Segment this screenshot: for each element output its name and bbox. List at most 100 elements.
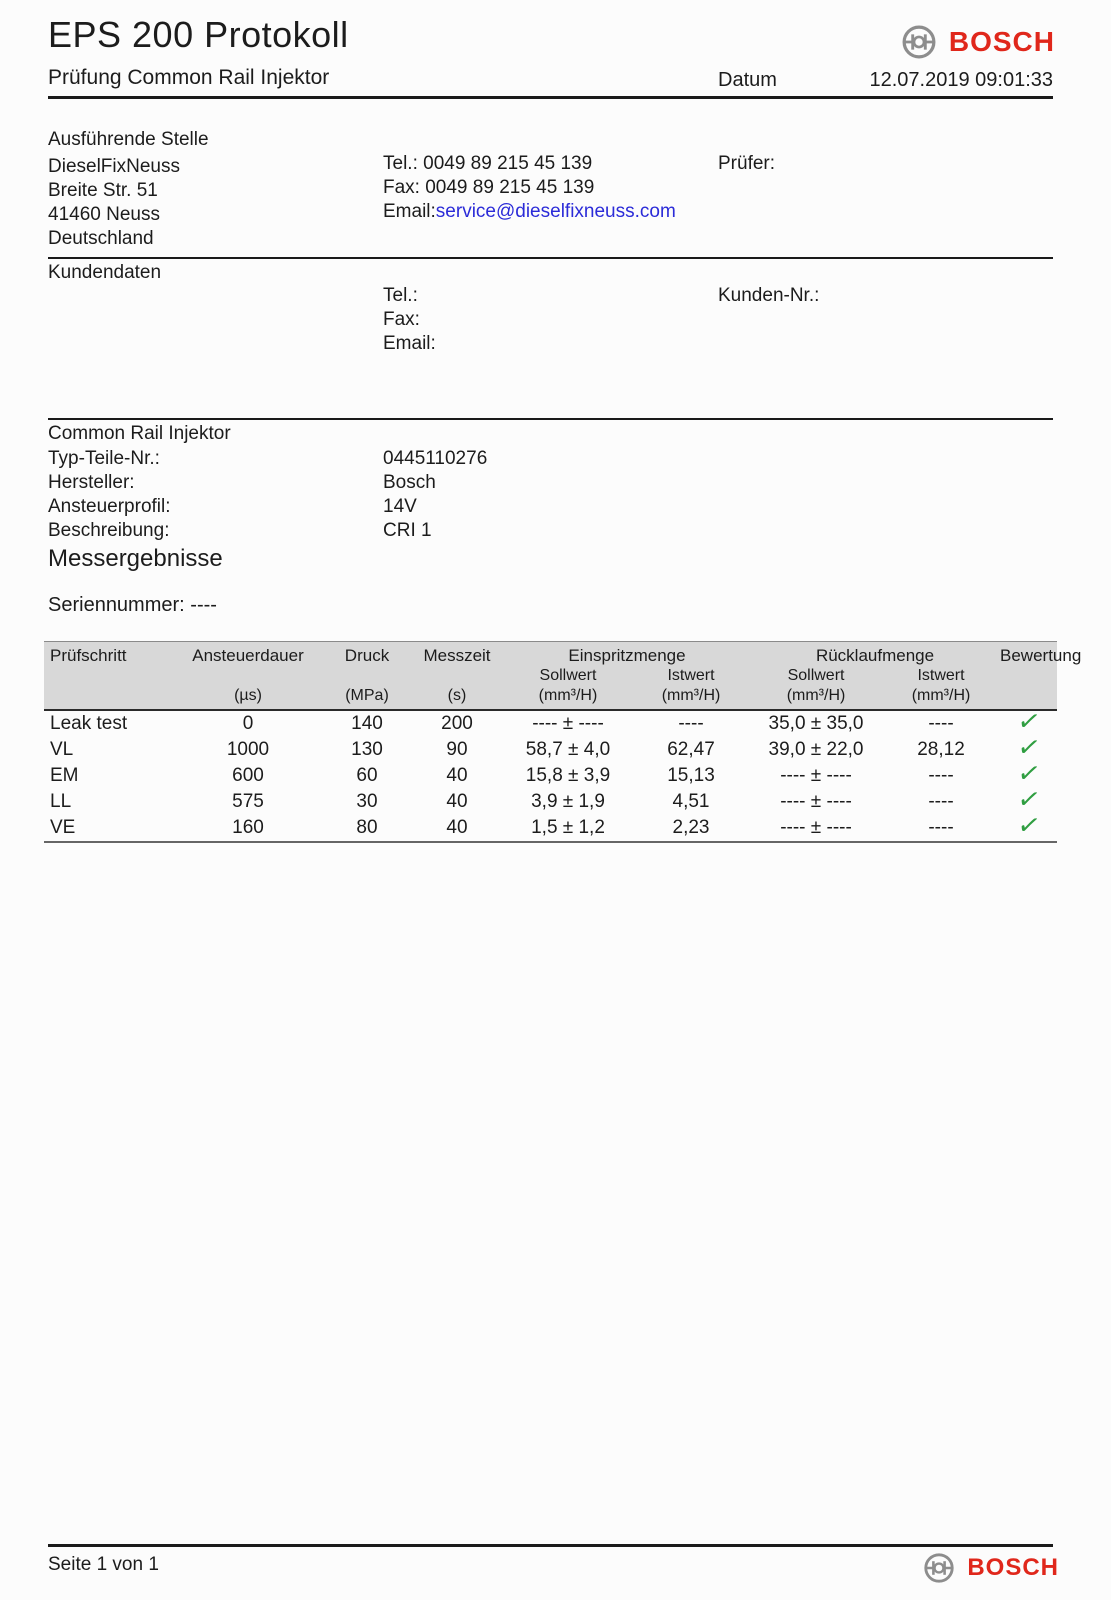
cell-einspritz-sollwert: 3,9 ± 1,9 [531, 791, 605, 812]
cell-einspritz-istwert: 2,23 [672, 817, 710, 838]
cell-dauer: 575 [232, 791, 264, 812]
cell-druck: 130 [351, 739, 383, 760]
bosch-wordmark: BOSCH [948, 26, 1055, 57]
site-email-row: Email:service@dieselfixneuss.com [383, 200, 676, 224]
cell-step: LL [50, 791, 72, 812]
cell-ruecklauf-istwert: ---- [928, 713, 954, 734]
cell-ruecklauf-sollwert: ---- ± ---- [780, 791, 852, 812]
site-tel-row: Tel.: 0049 89 215 45 139 [383, 152, 592, 176]
results-heading: Messergebnisse [48, 545, 223, 572]
cell-zeit: 90 [446, 739, 468, 760]
unit-einspritz-sollwert: (mm³/H) [504, 686, 632, 711]
datum-label: Datum [718, 69, 777, 91]
unit-druck: (MPa) [324, 686, 410, 711]
subcol-einspritz-istwert: Istwert [632, 666, 751, 686]
injector-value: Bosch [383, 472, 436, 493]
table-row: VE 160 80 40 1,5 ± 1,2 2,23 ---- ± ---- … [44, 810, 1057, 842]
bosch-wordmark: BOSCH [967, 1554, 1059, 1581]
customer-tel-label: Tel.: [383, 285, 418, 306]
col-header-pruefschritt: Prüfschritt [44, 641, 172, 666]
site-fax-label: Fax: [383, 177, 420, 198]
cell-ruecklauf-sollwert: ---- ± ---- [780, 817, 852, 838]
customer-heading: Kundendaten [48, 262, 162, 283]
injector-label: Ansteuerprofil: [48, 496, 171, 517]
pass-check-icon: ✓ [1014, 706, 1043, 738]
header-divider [48, 96, 1053, 99]
serial-value: ---- [190, 594, 217, 616]
injector-value: 0445110276 [383, 448, 488, 469]
cell-zeit: 40 [446, 791, 468, 812]
cell-ruecklauf-istwert: ---- [928, 817, 954, 838]
cell-druck: 140 [351, 713, 383, 734]
pass-check-icon: ✓ [1014, 732, 1043, 764]
footer-divider [48, 1544, 1053, 1547]
pass-check-icon: ✓ [1014, 784, 1043, 816]
pass-check-icon: ✓ [1014, 810, 1043, 842]
customer-fax-label: Fax: [383, 309, 420, 330]
site-tel-value: 0049 89 215 45 139 [423, 153, 593, 174]
cell-step: EM [50, 765, 79, 786]
cell-dauer: 600 [232, 765, 264, 786]
unit-ruecklauf-istwert: (mm³/H) [882, 686, 1001, 711]
cell-step: VL [50, 739, 74, 760]
subcol-einspritz-sollwert: Sollwert [504, 666, 632, 686]
site-street: Breite Str. 51 [48, 180, 158, 201]
injector-value: CRI 1 [383, 520, 432, 541]
cell-dauer: 0 [242, 713, 254, 734]
executing-site-heading: Ausführende Stelle [48, 129, 209, 150]
bosch-armature-icon [902, 25, 936, 59]
cell-dauer: 160 [232, 817, 264, 838]
unit-einspritz-istwert: (mm³/H) [632, 686, 751, 711]
cell-step: Leak test [50, 713, 128, 734]
serial-label: Seriennummer: [48, 594, 185, 616]
cell-ruecklauf-sollwert: 35,0 ± 35,0 [768, 713, 864, 734]
site-email-label: Email: [383, 201, 436, 222]
cell-einspritz-istwert: 4,51 [672, 791, 710, 812]
cell-zeit: 200 [441, 713, 473, 734]
results-table: Prüfschritt Ansteuerdauer Druck Messzeit… [44, 641, 1081, 843]
cell-ruecklauf-istwert: ---- [928, 791, 954, 812]
injector-value: 14V [383, 496, 417, 517]
cell-einspritz-istwert: 62,47 [667, 739, 715, 760]
unit-ansteuerdauer: (µs) [172, 686, 324, 711]
injector-label: Hersteller: [48, 472, 135, 493]
subcol-ruecklauf-istwert: Istwert [882, 666, 1001, 686]
customer-email-label: Email: [383, 333, 436, 354]
cell-ruecklauf-sollwert: ---- ± ---- [780, 765, 852, 786]
unit-messzeit: (s) [410, 686, 504, 711]
page-title: EPS 200 Protokoll [48, 14, 349, 55]
col-header-ansteuerdauer: Ansteuerdauer [172, 641, 324, 666]
site-tel-label: Tel.: [383, 153, 418, 174]
cell-zeit: 40 [446, 817, 468, 838]
section-divider-1 [48, 257, 1053, 259]
site-city: 41460 Neuss [48, 204, 160, 225]
cell-ruecklauf-istwert: 28,12 [917, 739, 965, 760]
col-header-messzeit: Messzeit [410, 641, 504, 666]
injector-label: Beschreibung: [48, 520, 170, 541]
cell-einspritz-sollwert: ---- ± ---- [532, 713, 604, 734]
unit-ruecklauf-sollwert: (mm³/H) [750, 686, 883, 711]
site-email-link[interactable]: service@dieselfixneuss.com [435, 201, 676, 222]
table-row: LL 575 30 40 3,9 ± 1,9 4,51 ---- ± ---- … [44, 784, 1057, 816]
col-header-bewertung: Bewertung [1000, 641, 1081, 666]
cell-einspritz-sollwert: 58,7 ± 4,0 [525, 739, 611, 760]
injector-label: Typ-Teile-Nr.: [48, 448, 160, 469]
pass-check-icon: ✓ [1014, 758, 1043, 790]
cell-einspritz-sollwert: 1,5 ± 1,2 [531, 817, 605, 838]
subcol-ruecklauf-sollwert: Sollwert [750, 666, 883, 686]
section-divider-2 [48, 418, 1053, 420]
datum-value: 12.07.2019 09:01:33 [869, 69, 1053, 91]
cell-druck: 60 [356, 765, 378, 786]
cell-ruecklauf-sollwert: 39,0 ± 22,0 [768, 739, 864, 760]
cell-step: VE [50, 817, 76, 838]
document-subtitle: Prüfung Common Rail Injektor [48, 66, 330, 89]
site-fax-value: 0049 89 215 45 139 [425, 177, 595, 198]
cell-einspritz-sollwert: 15,8 ± 3,9 [525, 765, 611, 786]
cell-dauer: 1000 [226, 739, 270, 760]
kunden-nr-label: Kunden-Nr.: [718, 285, 820, 306]
cell-druck: 80 [356, 817, 378, 838]
bosch-logo: BOSCH [901, 24, 1055, 60]
pruefer-label: Prüfer: [718, 153, 776, 174]
cell-zeit: 40 [446, 765, 468, 786]
